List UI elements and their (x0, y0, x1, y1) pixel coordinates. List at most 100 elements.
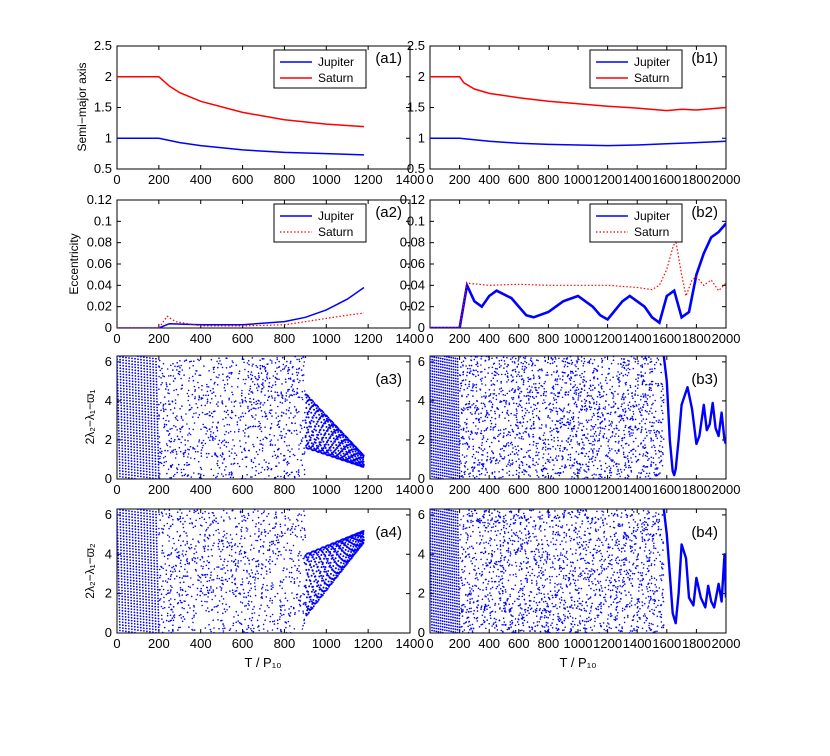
data-point (447, 410, 449, 413)
data-point (443, 435, 445, 437)
data-point (466, 371, 469, 374)
data-point (454, 448, 456, 451)
data-point (459, 442, 461, 445)
data-point (122, 370, 125, 373)
data-point (452, 377, 455, 379)
data-point (532, 440, 535, 443)
data-point (602, 395, 605, 397)
data-point (235, 364, 238, 367)
data-point (295, 393, 298, 396)
data-point (538, 387, 540, 389)
data-point (556, 378, 559, 380)
data-point (574, 458, 576, 460)
data-point (249, 373, 252, 376)
data-point (278, 447, 280, 450)
data-point (120, 413, 123, 415)
data-point (334, 448, 337, 451)
data-point (146, 388, 149, 390)
data-point (488, 366, 490, 369)
data-point (627, 364, 629, 366)
data-point (467, 430, 470, 433)
data-point (322, 449, 325, 452)
data-point (574, 364, 576, 366)
data-point (628, 401, 631, 404)
data-point (117, 571, 120, 574)
data-point (158, 414, 160, 416)
data-point (127, 462, 130, 465)
data-point (141, 401, 143, 404)
data-point (122, 382, 125, 384)
data-point (170, 374, 172, 377)
data-point (564, 372, 566, 374)
data-point (646, 478, 649, 479)
data-point (642, 404, 645, 406)
data-point (172, 362, 174, 365)
data-point (568, 464, 571, 467)
data-point (196, 406, 199, 409)
data-point (142, 461, 145, 464)
data-point (431, 467, 433, 469)
data-point (531, 364, 533, 367)
data-point (238, 370, 241, 373)
data-point (551, 386, 554, 389)
data-point (587, 478, 590, 479)
x-tick-label: 400 (478, 331, 500, 346)
data-point (432, 456, 435, 458)
data-point (221, 462, 224, 464)
data-point (630, 405, 632, 408)
data-point (332, 442, 335, 445)
data-point (447, 418, 449, 421)
data-point (518, 421, 521, 424)
data-point (458, 455, 461, 457)
data-point (583, 469, 585, 471)
data-point (124, 465, 127, 467)
data-point (143, 364, 146, 367)
data-point (285, 472, 288, 475)
data-point (121, 461, 124, 464)
data-point (628, 360, 630, 362)
data-point (552, 459, 554, 461)
data-point (250, 371, 253, 373)
data-point (444, 369, 446, 372)
data-point (164, 449, 166, 452)
data-point (456, 466, 459, 468)
data-point (596, 412, 599, 415)
data-point (188, 449, 190, 451)
data-point (503, 456, 506, 458)
data-point (266, 363, 269, 366)
data-point (142, 436, 144, 438)
data-point (651, 421, 654, 424)
data-point (460, 428, 463, 431)
data-point (217, 362, 220, 365)
data-point (275, 412, 277, 414)
data-point (593, 376, 596, 378)
data-point (445, 444, 448, 446)
data-point (187, 399, 189, 402)
data-point (594, 430, 597, 433)
data-point (174, 457, 177, 459)
data-point (569, 389, 572, 392)
data-point (215, 403, 218, 405)
data-point (448, 393, 451, 396)
data-point (148, 442, 150, 445)
data-point (493, 475, 496, 478)
data-point (568, 377, 571, 380)
data-point (447, 416, 449, 418)
data-point (537, 416, 540, 419)
data-point (270, 386, 273, 389)
data-point (148, 462, 151, 465)
data-point (651, 412, 653, 415)
data-point (437, 465, 440, 468)
data-point (614, 403, 617, 405)
data-point (145, 447, 148, 450)
data-point (435, 359, 438, 362)
data-point (453, 434, 456, 437)
data-point (494, 471, 496, 473)
data-point (521, 365, 524, 368)
data-point (126, 416, 129, 419)
data-point (516, 419, 518, 421)
data-point (452, 362, 455, 365)
data-point (662, 412, 664, 415)
data-point (450, 379, 453, 382)
data-point (585, 452, 588, 455)
